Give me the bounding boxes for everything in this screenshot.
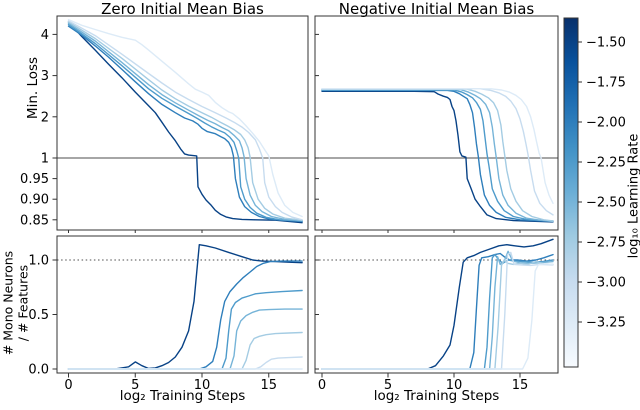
curve-lr-2.25 — [321, 89, 554, 222]
y-tick-label: 0.0 — [28, 363, 49, 378]
curve-lr-3.25 — [67, 18, 303, 218]
curve-lr-2.25 — [67, 23, 303, 222]
curve-lr-2 — [67, 260, 303, 370]
x-tick-label: 10 — [446, 378, 463, 393]
panel-title-negative-bias: Negative Initial Mean Bias — [338, 0, 535, 18]
x-tick-label: 0 — [318, 378, 326, 393]
colorbar: −1.50 −1.75 −2.00 −2.25 −2.50 −2.75 −3.00 −3.25 — [563, 17, 626, 368]
curve-lr-2.75 — [67, 21, 303, 221]
curve-lr-3 — [67, 20, 303, 221]
curve-lr-3 — [321, 88, 554, 216]
curve-lr-2 — [67, 25, 303, 223]
series-group — [67, 244, 303, 370]
curve-lr-3 — [67, 356, 303, 370]
axes-spines — [56, 15, 309, 231]
curve-lr-2.5 — [321, 88, 554, 223]
colorbar-tick-label: −3.00 — [586, 276, 626, 291]
x-tick-label: 5 — [384, 378, 392, 393]
axes-spines — [314, 235, 559, 374]
curve-lr-1.5 — [67, 21, 303, 224]
curve-lr-2.25 — [67, 289, 303, 370]
colorbar-label: log₁₀ Learning Rate — [626, 133, 640, 259]
panel-bottom-left: 0.0 0.5 1.0 0 5 10 15 — [28, 235, 309, 393]
series-group — [67, 18, 303, 224]
y-axis-label-mono-neurons: # Mono Neurons / # Features — [0, 250, 31, 356]
x-tick-label: 15 — [260, 378, 277, 393]
series-group — [321, 88, 554, 223]
axes-spines — [56, 235, 309, 374]
curve-lr-1.5 — [67, 244, 303, 370]
x-axis-label-right: log₂ Training Steps — [373, 388, 500, 404]
curve-lr-3.25 — [321, 88, 554, 204]
y-tick-label: 0.5 — [28, 308, 49, 323]
curve-lr-2.75 — [67, 331, 303, 370]
colorbar-tick-label: −2.75 — [586, 236, 626, 251]
y-tick-label: 4 — [41, 28, 49, 43]
y-tick-label: 0.85 — [20, 213, 49, 228]
curve-lr-1.5 — [321, 238, 554, 370]
curve-lr-2.5 — [321, 250, 554, 370]
x-tick-label: 10 — [194, 378, 211, 393]
colorbar-tick-label: −2.50 — [586, 196, 626, 211]
colorbar-tick-label: −1.75 — [586, 76, 626, 91]
curve-lr-3.25 — [321, 263, 554, 370]
curve-lr-2.75 — [321, 259, 554, 370]
y-axis-label-line2: / # Features — [15, 264, 30, 342]
y-tick-label: 1 — [41, 152, 49, 167]
x-tick-label: 0 — [64, 378, 72, 393]
curve-lr-2 — [321, 89, 554, 223]
curve-lr-2 — [321, 252, 554, 370]
axes-spines — [314, 15, 559, 231]
y-tick-label: 0.95 — [20, 172, 49, 187]
y-tick-label: 0.90 — [20, 193, 49, 208]
y-axis-label-line1: # Mono Neurons — [0, 250, 16, 356]
curve-lr-2.5 — [67, 22, 303, 222]
colorbar-tick-label: −2.25 — [586, 156, 626, 171]
x-tick-label: 5 — [131, 378, 139, 393]
x-axis-label-left: log₂ Training Steps — [119, 388, 246, 404]
colorbar-tick-label: −1.50 — [586, 36, 626, 51]
y-axis-label-min-loss: Min. Loss — [25, 56, 41, 120]
panel-top-left: 4 3 2 1 0.95 0.90 0.85 — [20, 15, 309, 233]
curve-lr-3 — [321, 251, 554, 370]
curve-lr-2.25 — [321, 253, 554, 370]
curve-lr-1.5 — [321, 90, 554, 223]
panel-bottom-right: 0 5 10 15 — [314, 235, 559, 393]
x-tick-label: 15 — [512, 378, 529, 393]
y-tick-label: 3 — [41, 69, 49, 84]
curve-lr-2.75 — [321, 88, 554, 222]
colorbar-tick-label: −3.25 — [586, 316, 626, 331]
panel-title-zero-bias: Zero Initial Mean Bias — [101, 0, 264, 18]
colorbar-gradient — [563, 17, 579, 368]
series-group — [321, 238, 554, 370]
curve-lr-2.5 — [67, 308, 303, 370]
colorbar-tick-label: −2.00 — [586, 116, 626, 131]
y-tick-label: 1.0 — [28, 254, 49, 269]
y-tick-label: 2 — [41, 110, 49, 125]
panel-top-right — [314, 15, 559, 233]
